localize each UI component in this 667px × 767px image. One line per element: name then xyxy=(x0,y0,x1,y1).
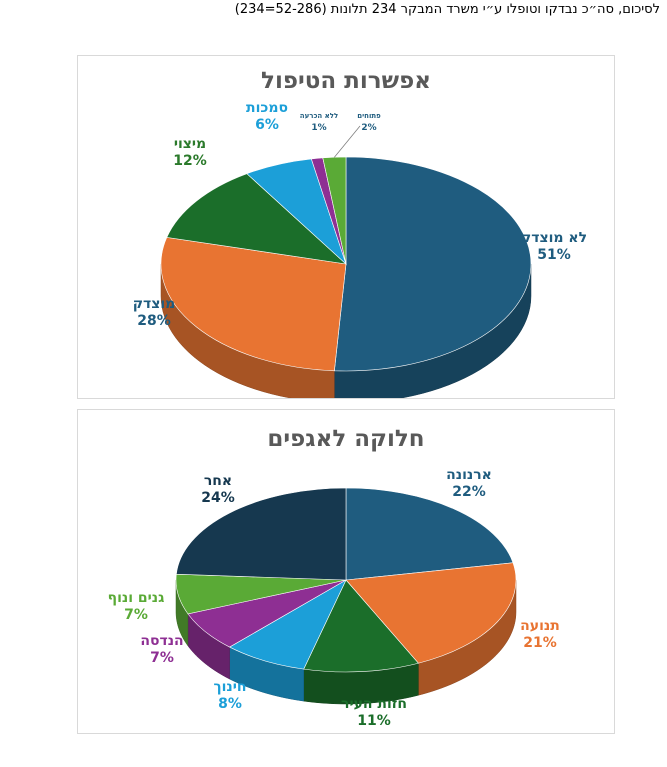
slice-pct-0: 22% xyxy=(452,484,486,500)
slice-pct-4: 7% xyxy=(150,650,174,666)
chart-title: חלוקה לאגפים xyxy=(267,426,424,452)
slice-label-4: ללא הכרעה xyxy=(300,112,338,120)
slice-label-6: אחר xyxy=(204,473,232,489)
pie-slice-1 xyxy=(160,237,347,372)
slice-label-0: ארנונה xyxy=(446,467,492,483)
slice-label-1: תנועה xyxy=(520,618,560,634)
pie-slices xyxy=(175,487,517,673)
slice-label-1: מוצדק xyxy=(133,296,176,312)
pie-slice-2 xyxy=(303,579,419,673)
slice-pct-2: 12% xyxy=(173,153,207,169)
pie-slice-1 xyxy=(345,562,517,664)
slice-pct-4: 1% xyxy=(311,123,326,133)
pie-slice-0 xyxy=(345,487,514,581)
pie-slice-0 xyxy=(334,156,532,372)
slice-label-5: גנים ונוף xyxy=(108,590,165,606)
pie-slices xyxy=(160,156,532,372)
slice-pct-5: 2% xyxy=(361,123,376,133)
slice-pct-6: 24% xyxy=(201,490,235,506)
slice-pct-3: 6% xyxy=(255,117,279,133)
slice-pct-0: 51% xyxy=(537,247,571,263)
chart-panel-departments: חלוקה לאגפים ארנונה 22% תנועה 21% חזות העיר 11… xyxy=(77,409,615,734)
slice-label-3: סמכות xyxy=(246,100,288,116)
slice-label-3: חינוך xyxy=(214,679,247,695)
slice-pct-2: 11% xyxy=(357,713,391,729)
leader-line xyxy=(334,125,361,158)
page-heading: לסיכום, סה״כ נבדקו וטופלו ע״י משרד המבקר… xyxy=(234,2,660,17)
slice-label-4: הנדסה xyxy=(140,633,183,649)
slice-pct-5: 7% xyxy=(124,607,148,623)
slice-pct-1: 28% xyxy=(137,313,171,329)
chart-panel-treatment: אפשרות הטיפול לא מוצדק 51% מוצדק 28% מיצוי 12%… xyxy=(77,55,615,399)
chart-title: אפשרות הטיפול xyxy=(261,68,431,94)
slice-label-2: חזות העיר xyxy=(341,696,407,712)
pie-slice-2 xyxy=(166,173,347,265)
slice-label-2: מיצוי xyxy=(174,136,206,152)
slice-label-5: פתוחים xyxy=(357,112,381,120)
slice-label-0: לא מוצדק xyxy=(521,230,587,246)
slice-pct-3: 8% xyxy=(218,696,242,712)
slice-pct-1: 21% xyxy=(523,635,557,651)
pie-slice-6 xyxy=(176,487,347,581)
